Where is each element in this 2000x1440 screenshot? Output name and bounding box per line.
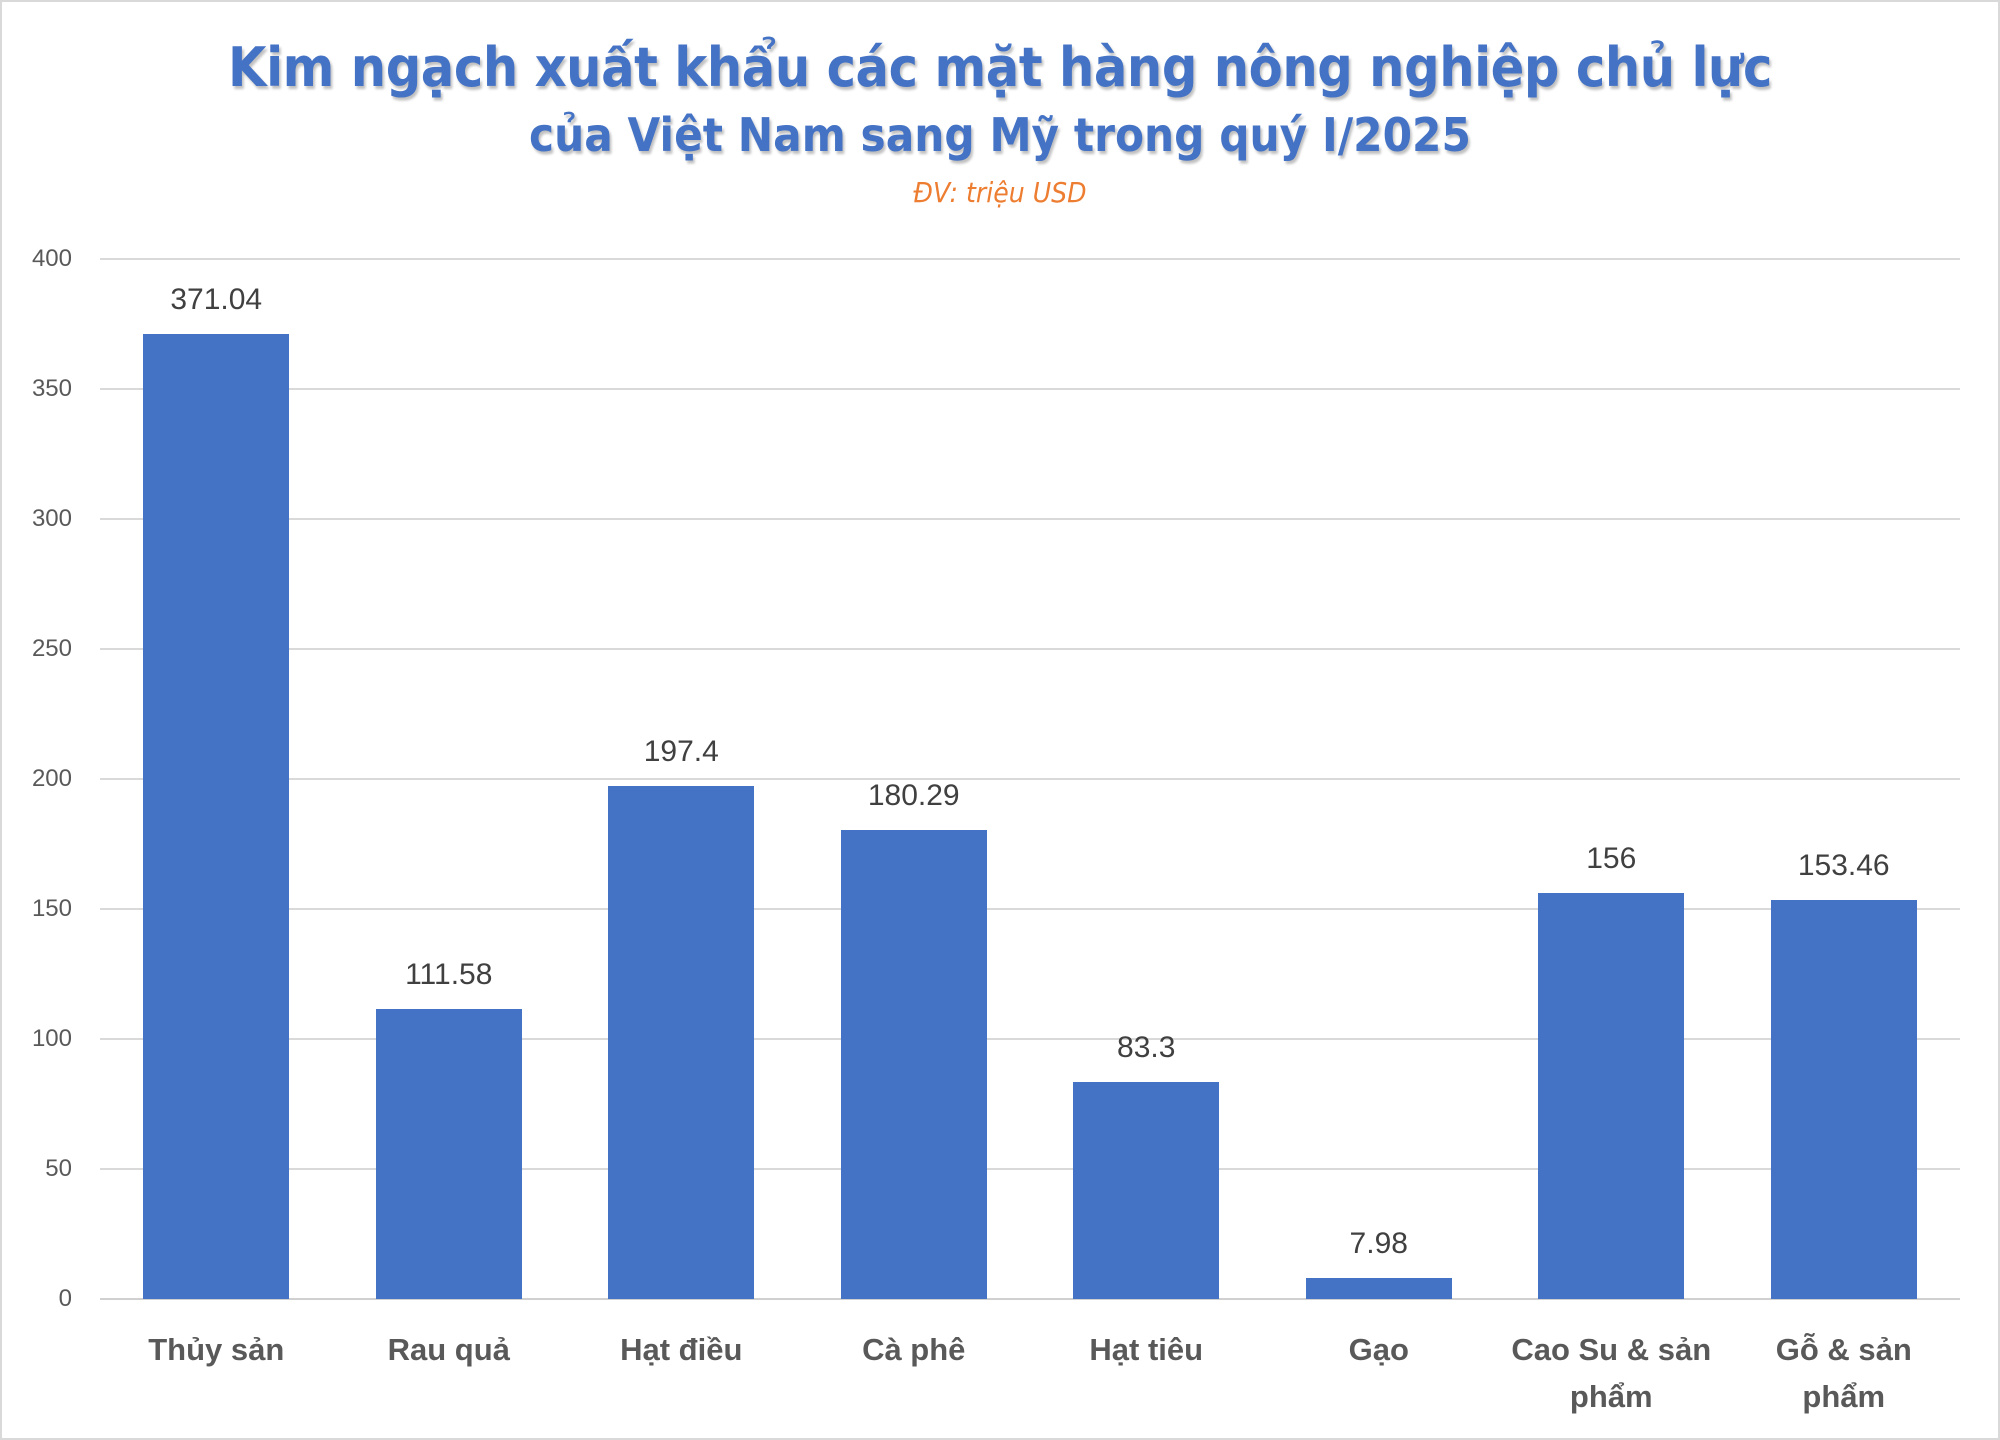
bar (1305, 1278, 1452, 1299)
category-label-line: Hạt tiêu (1089, 1332, 1204, 1367)
category-label-line: Gỗ & sản (1775, 1332, 1912, 1367)
category-label-line: Hạt điều (620, 1332, 743, 1367)
value-label: 156 (1586, 842, 1637, 876)
gridline (100, 1168, 1960, 1170)
category-label-line: Gạo (1348, 1332, 1409, 1367)
y-tick-label: 50 (45, 1155, 72, 1182)
bar (375, 1008, 522, 1299)
category-label: Cao Su & sản phẩm (1495, 1326, 1727, 1420)
category-label-line: Thủy sản (148, 1332, 285, 1367)
gridline (100, 518, 1960, 520)
bar (840, 830, 987, 1299)
y-tick-label: 200 (31, 765, 72, 792)
category-label: Hạt tiêu (1030, 1326, 1262, 1373)
value-label: 7.98 (1349, 1227, 1408, 1261)
value-label: 180.29 (867, 779, 960, 813)
chart-title-line-2: của Việt Nam sang Mỹ trong quý I/2025 (529, 108, 1471, 162)
value-label: 371.04 (170, 283, 263, 317)
y-tick-label: 250 (31, 635, 72, 662)
bar (1770, 900, 1917, 1299)
y-tick-label: 400 (31, 245, 72, 272)
gridline (100, 908, 1960, 910)
category-label-line: phẩm (1802, 1379, 1886, 1414)
category-label-line: Rau quả (387, 1332, 510, 1367)
category-label-line: Cà phê (862, 1332, 966, 1367)
category-label: Gạo (1263, 1326, 1495, 1373)
bar (1073, 1082, 1220, 1299)
y-tick-label: 350 (31, 375, 72, 402)
category-label: Hạt điều (565, 1326, 797, 1373)
value-label: 83.3 (1117, 1031, 1176, 1065)
gridline (100, 1298, 1960, 1300)
category-label-line: Cao Su & sản (1511, 1332, 1712, 1367)
category-label: Thủy sản (100, 1326, 332, 1373)
y-tick-label: 300 (31, 505, 72, 532)
chart-title-line-1: Kim ngạch xuất khẩu các mặt hàng nông ng… (228, 36, 1772, 99)
bar (608, 785, 755, 1299)
category-label: Rau quả (333, 1326, 565, 1373)
bar (1538, 893, 1685, 1299)
gridline (100, 388, 1960, 390)
y-tick-label: 100 (31, 1025, 72, 1052)
gridline (100, 1038, 1960, 1040)
category-label: Cà phê (798, 1326, 1030, 1373)
y-tick-label: 0 (58, 1285, 72, 1312)
value-label: 197.4 (643, 734, 719, 768)
bar (143, 334, 290, 1299)
chart-unit-subtitle: ĐV: triệu USD (913, 176, 1087, 209)
value-label: 153.46 (1797, 849, 1890, 882)
category-label: Gỗ & sản phẩm (1728, 1326, 1960, 1420)
category-label-line: phẩm (1569, 1379, 1653, 1414)
gridline (100, 258, 1960, 260)
y-tick-label: 150 (31, 895, 72, 922)
gridline (100, 778, 1960, 780)
value-label: 111.58 (405, 957, 493, 991)
gridline (100, 648, 1960, 650)
